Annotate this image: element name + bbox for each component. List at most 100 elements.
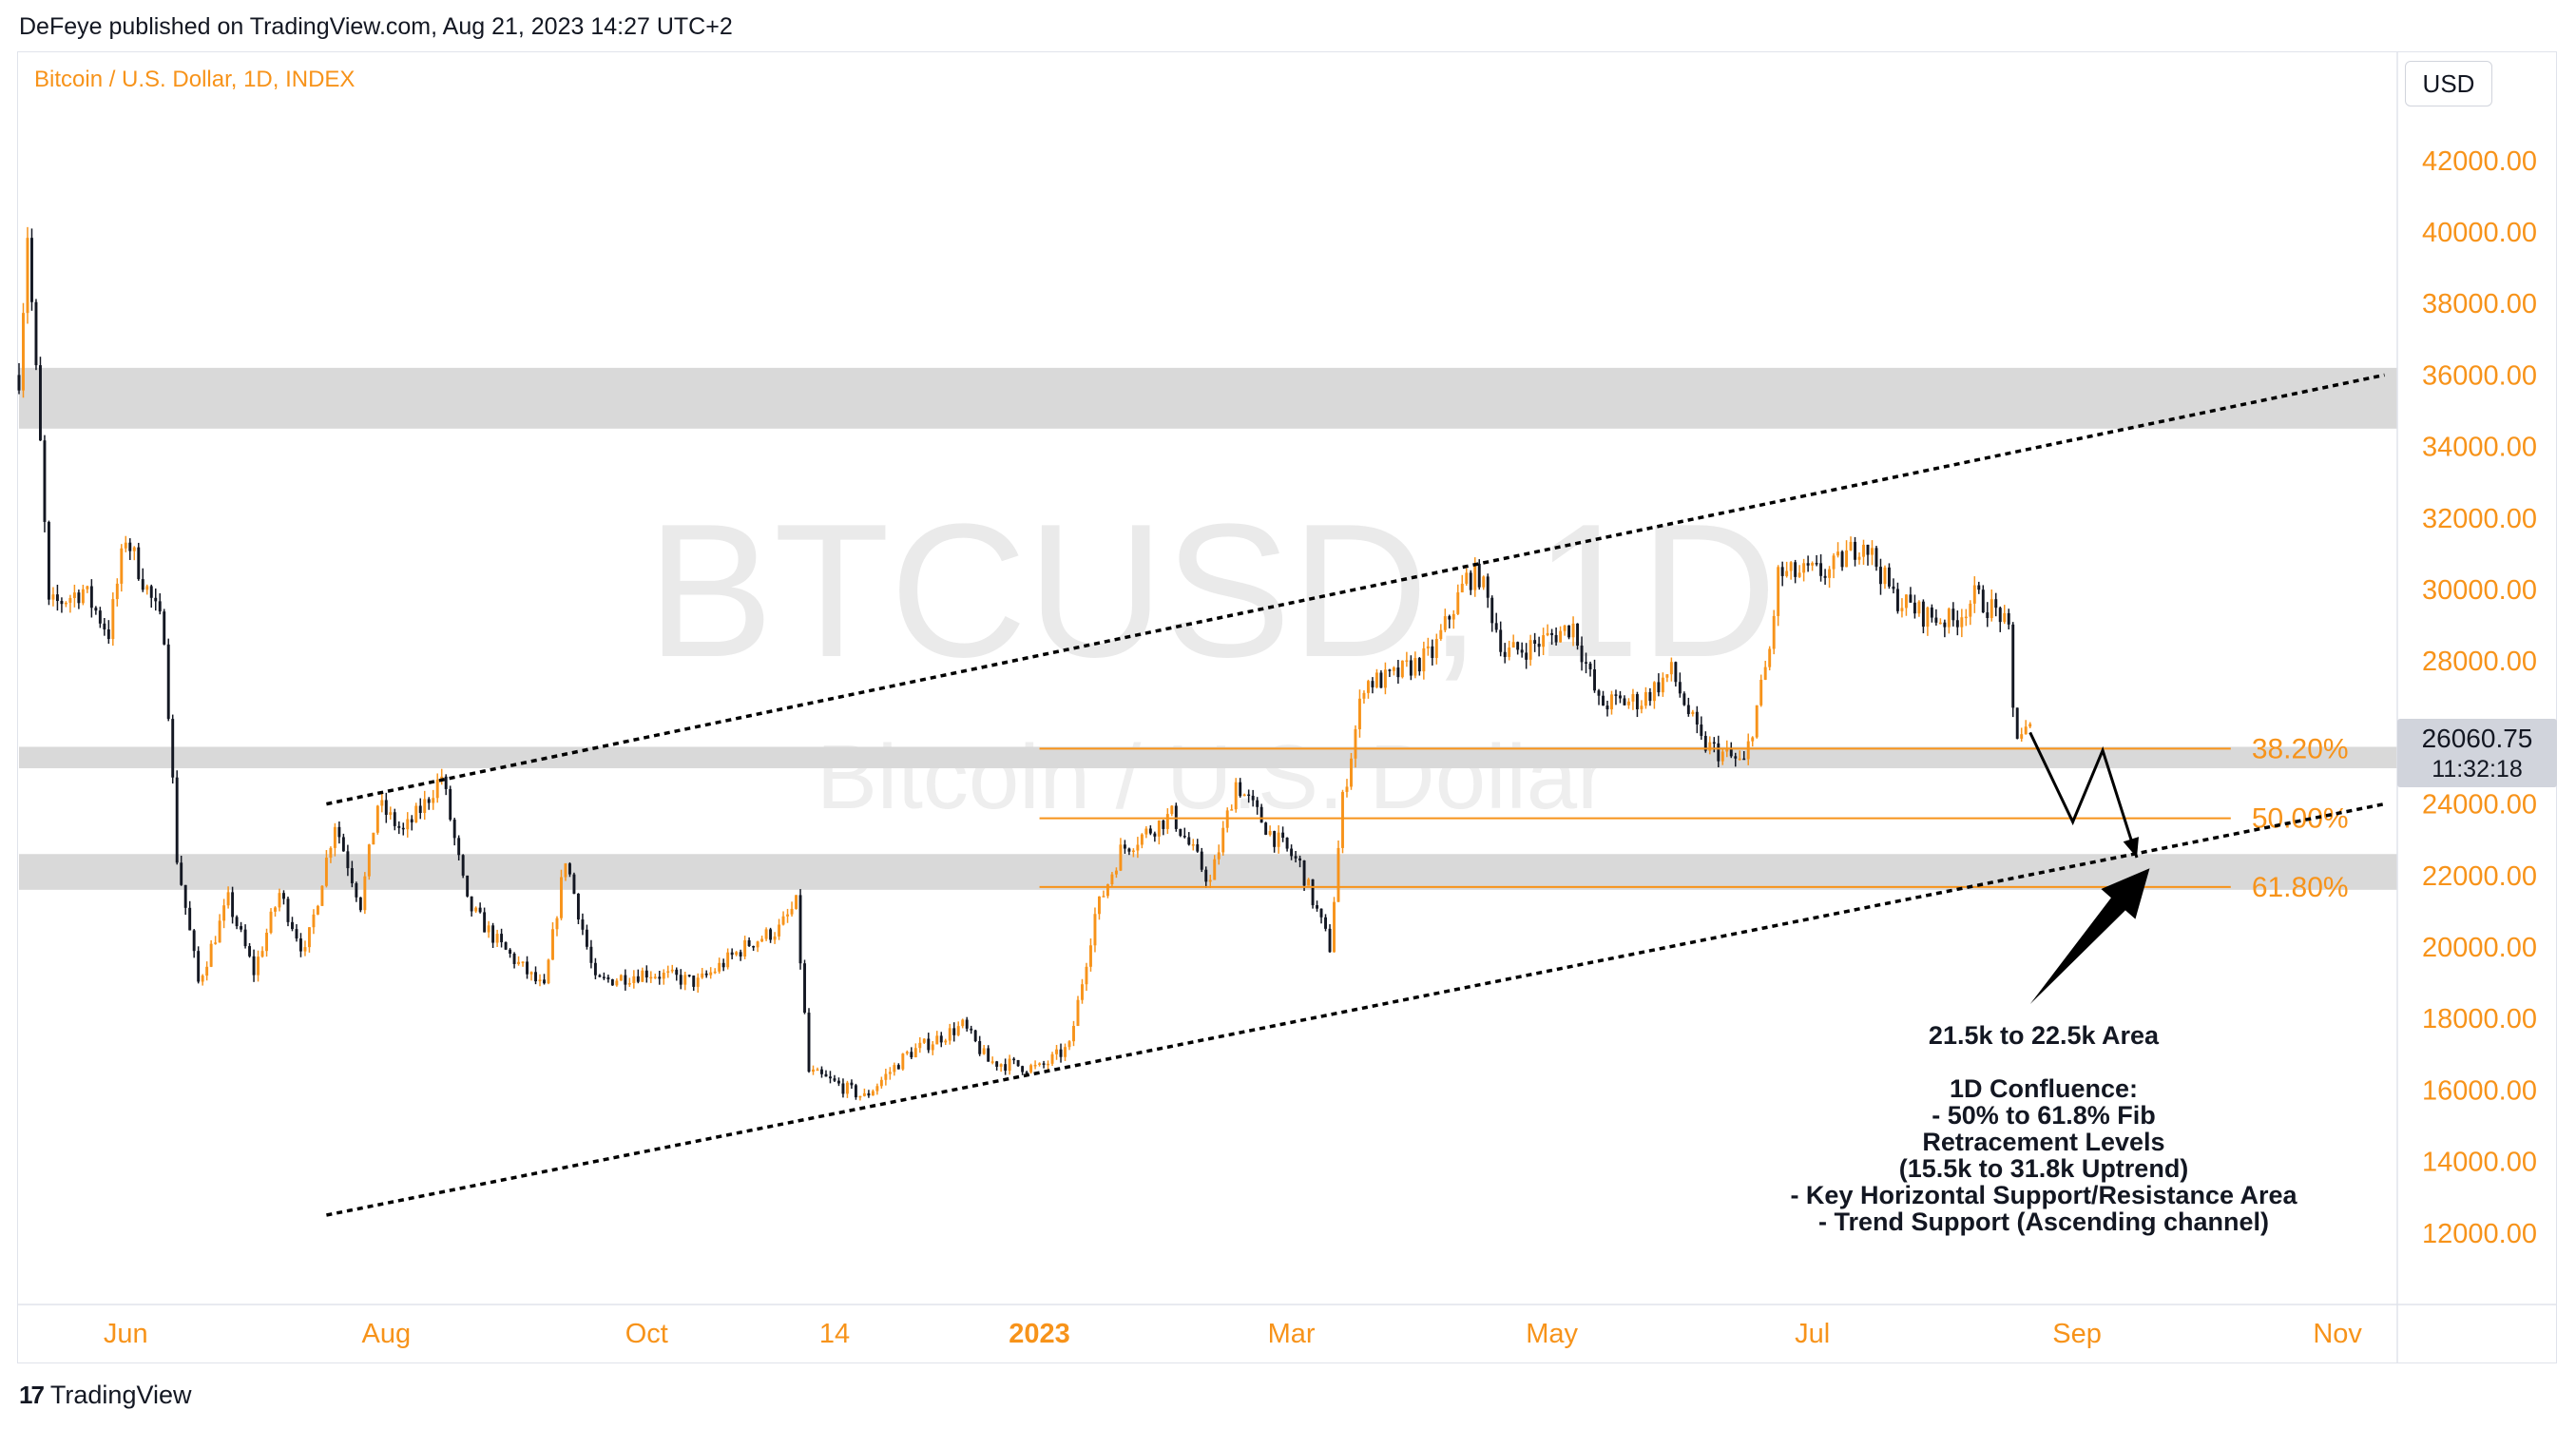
candle-bull [414,805,418,822]
candle-bear [384,800,388,815]
candle-bear [235,917,239,927]
candle-bull [1055,1049,1058,1054]
candle-bull [380,800,384,806]
candle-bear [397,825,401,828]
candle-bear [1986,612,1990,618]
candle-bear [602,976,606,978]
candle-bull [922,1038,926,1043]
candle-bear [1823,575,1827,578]
candle-bull [666,971,670,973]
candle-bear [166,644,170,720]
candle-bull [1102,896,1105,898]
candle-bull [1392,667,1395,671]
candle-bull [990,1061,994,1063]
time-tick-label: Jul [1795,1319,1830,1349]
candle-bull [982,1048,986,1054]
candle-bull [1047,1063,1050,1066]
candle-bull [1358,698,1361,729]
candle-bear [1200,851,1203,870]
candle-bear [452,820,456,839]
candle-bull [1366,681,1370,693]
candle-bull [1871,548,1874,555]
tradingview-logo-icon: 17 [19,1381,45,1409]
channel-upper-line [326,373,2385,806]
candle-bear [1127,848,1131,852]
candle-bear [299,938,302,952]
candle-bull [1451,613,1455,620]
candle-bear [30,238,33,302]
candle-bull [1072,1026,1075,1042]
candle-bear [183,884,187,908]
candle-bear [687,975,691,976]
candle-bull [564,863,567,878]
candle-bull [1341,791,1344,848]
fib-level-label: 38.20% [2252,733,2349,764]
candle-bear [1537,643,1541,647]
candle-bull [1114,870,1118,875]
candle-bull [1465,572,1469,584]
time-tick-label: Nov [2313,1319,2362,1349]
candle-bull [1350,758,1353,787]
candle-bear [1648,691,1652,702]
candle-bear [410,819,413,822]
candle-bear [576,893,580,920]
candle-bull [269,911,273,934]
candle-bull [1661,677,1664,693]
candle-bear [427,799,431,803]
candle-bear [679,975,682,985]
candle-bear [1605,705,1609,710]
candle-bull [901,1053,905,1070]
candle-bull [1008,1058,1011,1072]
candle-bull [1333,901,1336,953]
candle-bear [585,929,588,947]
candle-bear [341,837,345,852]
candle-bear [509,949,512,955]
price-tick-label: 34000.00 [2422,433,2537,463]
candle-bear [910,1052,913,1058]
candle-bear [1388,669,1392,671]
candle-bull [862,1092,866,1096]
candle-bull [1354,728,1357,759]
candle-bull [560,877,563,918]
annotation-text: 21.5k to 22.5k Area 1D Confluence: - 50%… [1740,1022,2348,1235]
candle-bull [214,942,218,944]
currency-button[interactable]: USD [2405,61,2492,106]
candle-bull [632,976,636,983]
candle-bull [1746,741,1750,760]
candle-bear [478,907,482,913]
last-price-tag: 26060.75 11:32:18 [2397,719,2557,787]
candle-bear [1619,695,1622,699]
candle-bull [999,1064,1003,1067]
candle-bear [337,826,341,838]
candle-bull [1772,615,1776,649]
candle-bull [363,876,367,911]
candle-bull [389,812,393,815]
candle-bull [205,966,209,976]
candle-bull [1081,984,1084,1000]
candle-bear [1597,690,1601,696]
candle-bear [658,976,662,979]
candle-bear [841,1083,845,1094]
price-tick-label: 18000.00 [2422,1004,2537,1034]
candle-bear [358,897,362,911]
tradingview-footer[interactable]: 17 TradingView [19,1381,192,1410]
candle-bear [589,946,593,963]
candle-bull [1528,640,1532,660]
candle-bear [1016,1059,1020,1067]
candle-bull [1375,672,1378,687]
projection-path [2028,731,2150,1005]
candle-bear [1921,601,1925,628]
symbol-label[interactable]: Bitcoin / U.S. Dollar, 1D, INDEX [34,67,356,92]
candle-bull [683,975,687,985]
candle-bull [1832,555,1836,570]
candle-bear [1021,1066,1025,1072]
candle-bear [1025,1072,1028,1074]
candle-bear [1204,869,1208,882]
candle-bull [905,1052,909,1054]
candle-bull [1964,616,1968,619]
candle-bull [1170,805,1174,815]
candle-bear [798,895,802,964]
candle-bear [470,896,473,912]
annotation-line: Retracement Levels [1922,1128,2165,1156]
